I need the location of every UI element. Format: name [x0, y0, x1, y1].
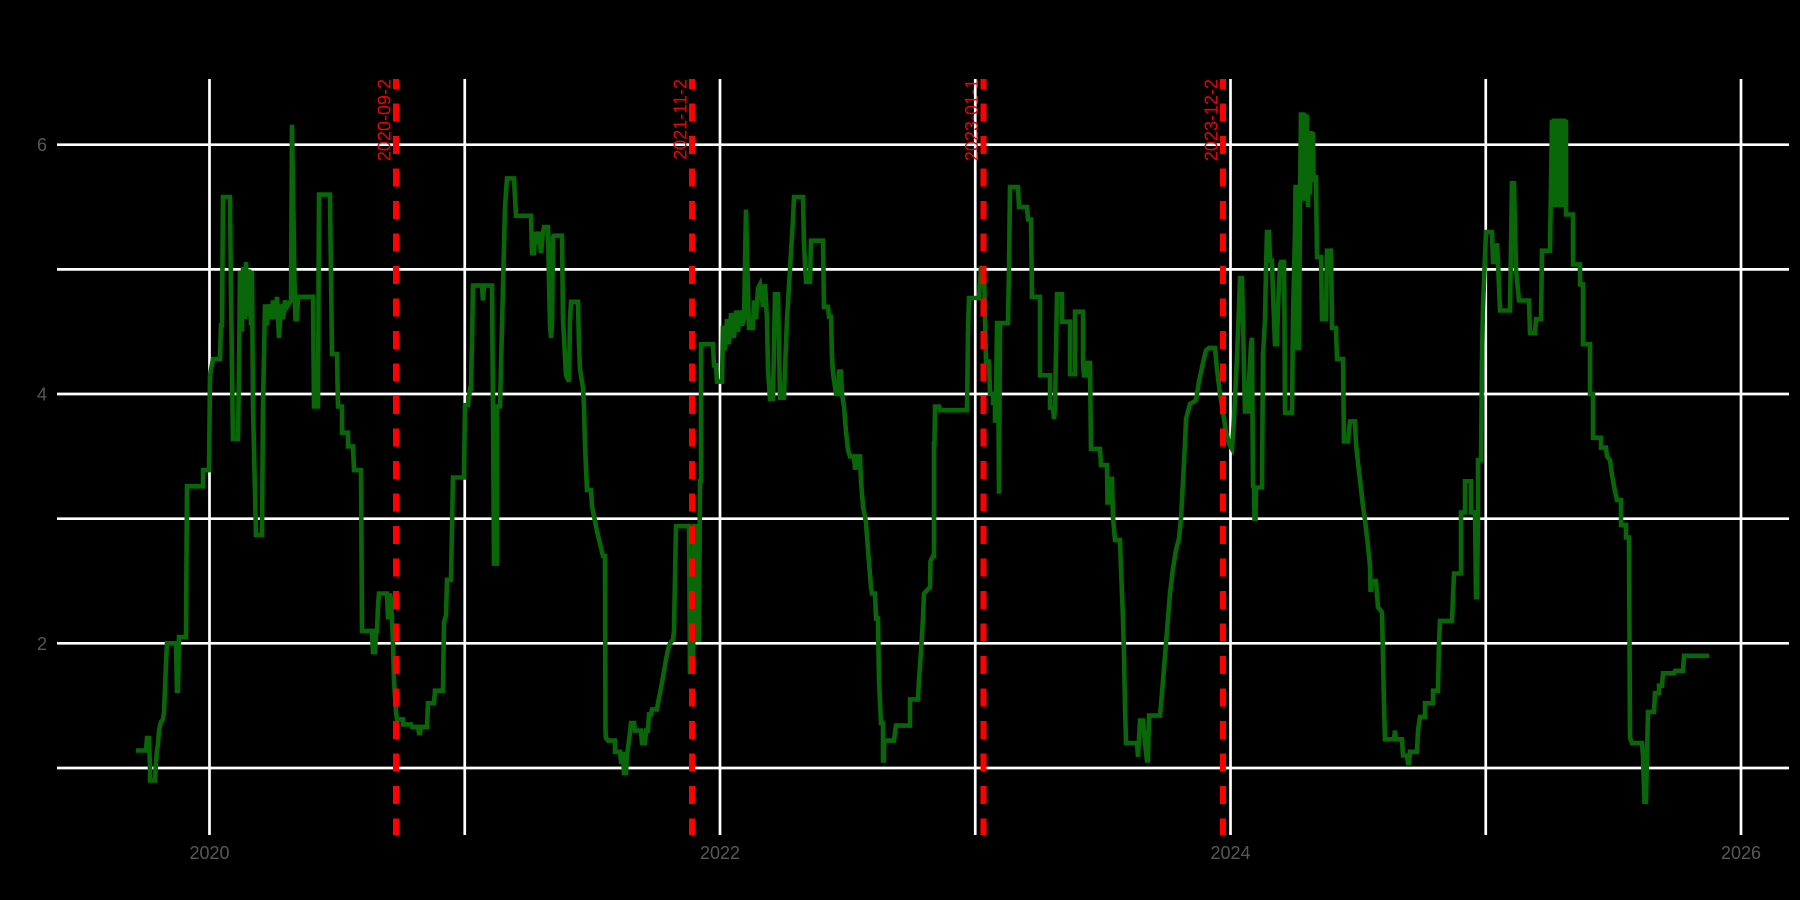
svg-text:2: 2 [37, 634, 47, 654]
svg-text:2021-11-2: 2021-11-2 [671, 79, 691, 160]
svg-text:2020-09-2: 2020-09-2 [375, 79, 395, 161]
svg-text:2023-12-2: 2023-12-2 [1202, 79, 1222, 161]
svg-text:2020: 2020 [189, 843, 229, 863]
svg-text:6: 6 [37, 135, 47, 155]
svg-text:4: 4 [37, 385, 47, 405]
svg-text:2026: 2026 [1721, 843, 1761, 863]
svg-text:2022: 2022 [700, 843, 740, 863]
svg-text:2024: 2024 [1210, 843, 1250, 863]
svg-text:2023-01-1: 2023-01-1 [962, 79, 982, 161]
